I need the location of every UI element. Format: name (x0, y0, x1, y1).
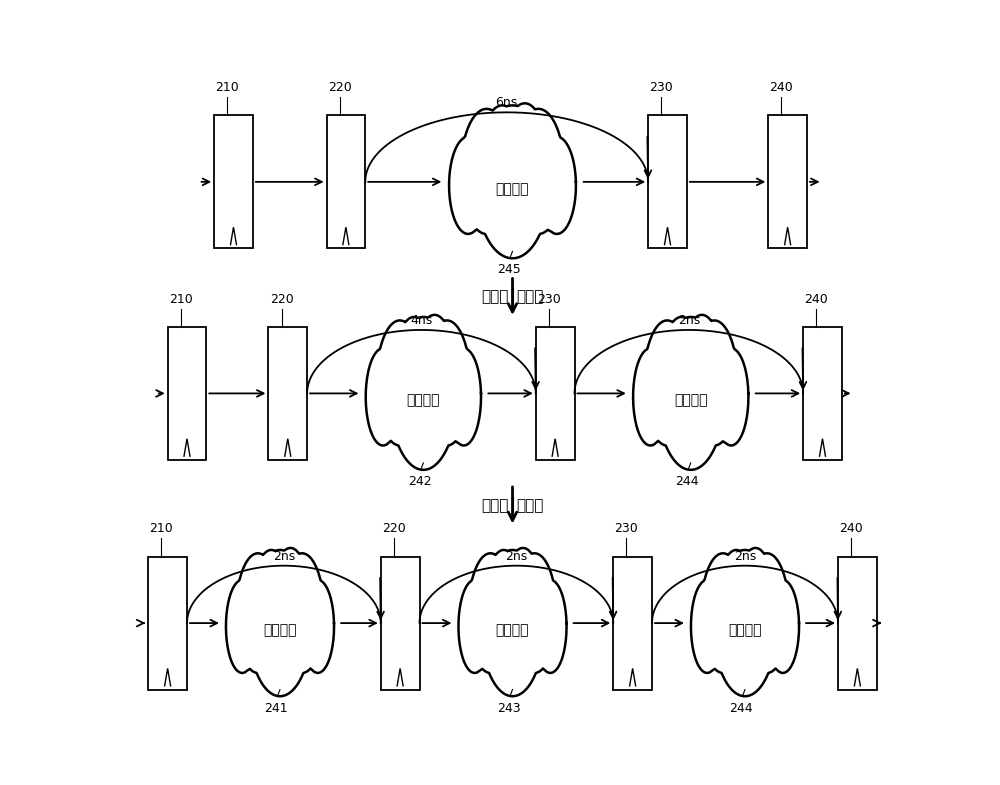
Text: 2ns: 2ns (273, 550, 295, 563)
Text: 组合逻辑: 组合逻辑 (674, 393, 708, 407)
Polygon shape (449, 104, 576, 258)
Text: 组合逻辑: 组合逻辑 (496, 623, 529, 637)
Bar (838, 557, 877, 689)
Text: 230: 230 (615, 523, 638, 535)
Bar (648, 115, 687, 248)
Text: 组合逻辑: 组合逻辑 (496, 182, 529, 195)
Text: 组合逻辑: 组合逻辑 (407, 393, 440, 407)
Text: 重定时: 重定时 (516, 498, 544, 513)
Bar (536, 327, 574, 460)
Text: 240: 240 (770, 81, 793, 94)
Text: 2ns: 2ns (678, 314, 700, 327)
Text: 2ns: 2ns (734, 550, 756, 563)
Bar (214, 115, 253, 248)
Text: 230: 230 (537, 293, 561, 306)
Text: 244: 244 (675, 475, 699, 488)
Text: 210: 210 (169, 293, 193, 306)
Text: 寄存器: 寄存器 (481, 498, 509, 513)
Text: 243: 243 (497, 702, 520, 714)
Bar (613, 557, 652, 689)
Text: 组合逻辑: 组合逻辑 (263, 623, 297, 637)
Text: 241: 241 (264, 702, 288, 714)
Text: 240: 240 (804, 293, 828, 306)
Bar (768, 115, 807, 248)
Bar (381, 557, 420, 689)
Text: 240: 240 (839, 523, 863, 535)
Text: 244: 244 (729, 702, 753, 714)
Text: 210: 210 (215, 81, 239, 94)
Polygon shape (366, 315, 481, 470)
Bar (803, 327, 842, 460)
Text: 230: 230 (649, 81, 673, 94)
Polygon shape (633, 315, 748, 470)
Text: 220: 220 (270, 293, 293, 306)
Text: 4ns: 4ns (410, 314, 433, 327)
Polygon shape (226, 548, 334, 696)
Text: 2ns: 2ns (505, 550, 528, 563)
Text: 220: 220 (382, 523, 406, 535)
Text: 重定时: 重定时 (516, 289, 544, 305)
Bar (168, 327, 206, 460)
Polygon shape (458, 548, 567, 696)
Text: 210: 210 (150, 523, 173, 535)
Text: 寄存器: 寄存器 (481, 289, 509, 305)
Text: 242: 242 (408, 475, 431, 488)
Text: 245: 245 (497, 264, 520, 276)
Bar (326, 115, 365, 248)
Text: 6ns: 6ns (496, 97, 518, 109)
Text: 220: 220 (328, 81, 352, 94)
Bar (268, 327, 307, 460)
Text: 组合逻辑: 组合逻辑 (728, 623, 762, 637)
Polygon shape (691, 548, 799, 696)
Bar (148, 557, 187, 689)
